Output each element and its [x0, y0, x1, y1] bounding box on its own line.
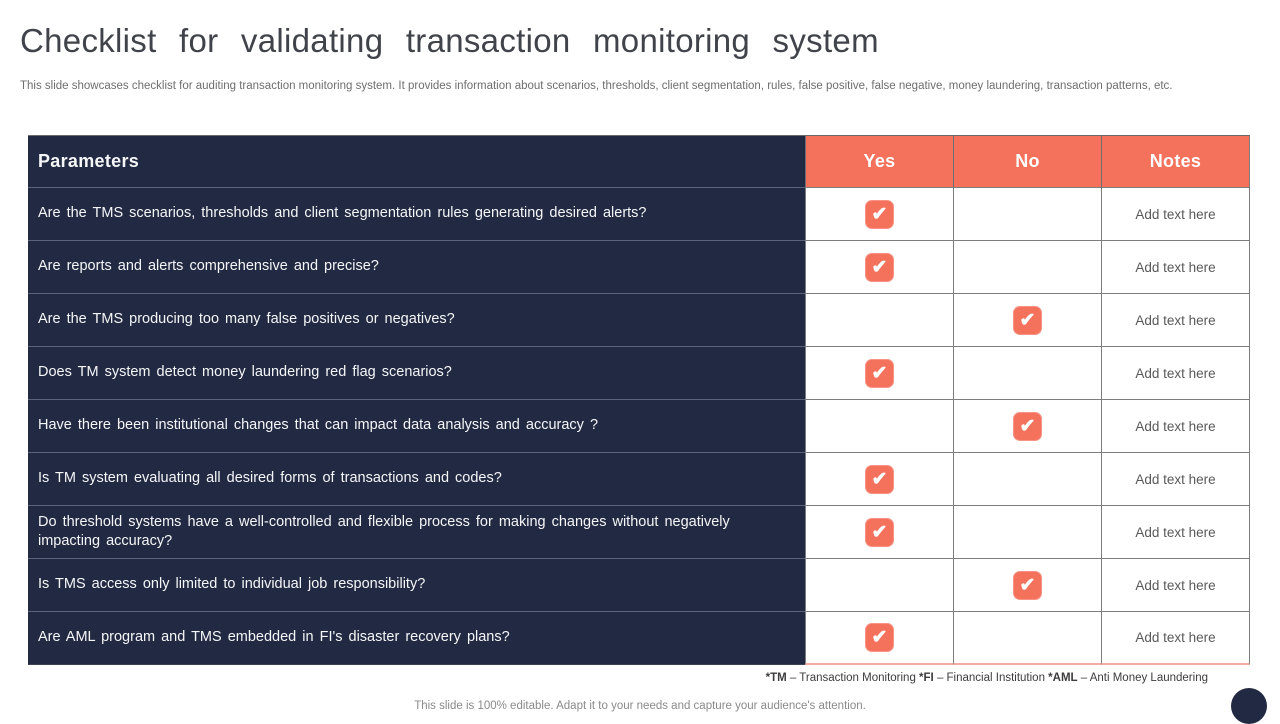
- abbreviation-footnote: *TM – Transaction Monitoring *FI – Finan…: [766, 672, 1208, 684]
- table-row: Is TMS access only limited to individual…: [28, 559, 1250, 612]
- yes-cell: ✔: [805, 241, 953, 294]
- table-row: Have there been institutional changes th…: [28, 400, 1250, 453]
- check-icon[interactable]: ✔: [1013, 570, 1042, 600]
- note-placeholder-cell[interactable]: Add text here: [1101, 400, 1250, 453]
- checklist-table: Parameters Yes No Notes Are the TMS scen…: [28, 135, 1250, 665]
- parameter-cell: Does TM system detect money laundering r…: [28, 347, 805, 400]
- check-icon[interactable]: ✔: [1013, 305, 1042, 335]
- parameter-cell: Have there been institutional changes th…: [28, 400, 805, 453]
- yes-cell: ✔: [805, 559, 953, 612]
- footnote-text-tm: – Transaction Monitoring: [786, 672, 920, 684]
- footnote-abbr-aml: *AML: [1048, 672, 1078, 684]
- check-icon[interactable]: ✔: [865, 464, 894, 494]
- no-cell: ✔: [953, 453, 1101, 506]
- yes-cell: ✔: [805, 612, 953, 665]
- note-placeholder-cell[interactable]: Add text here: [1101, 241, 1250, 294]
- slide-decoration-circle: [1231, 688, 1267, 724]
- parameter-cell: Do threshold systems have a well-control…: [28, 506, 805, 559]
- footnote-abbr-fi: *FI: [919, 672, 934, 684]
- slide-description: This slide showcases checklist for audit…: [20, 80, 1173, 92]
- note-placeholder-cell[interactable]: Add text here: [1101, 294, 1250, 347]
- parameter-cell: Is TM system evaluating all desired form…: [28, 453, 805, 506]
- no-cell: ✔: [953, 559, 1101, 612]
- parameter-cell: Are the TMS producing too many false pos…: [28, 294, 805, 347]
- note-placeholder-cell[interactable]: Add text here: [1101, 506, 1250, 559]
- header-yes: Yes: [805, 136, 953, 188]
- parameter-cell: Is TMS access only limited to individual…: [28, 559, 805, 612]
- check-icon[interactable]: ✔: [865, 358, 894, 388]
- note-placeholder-cell[interactable]: Add text here: [1101, 347, 1250, 400]
- table-row: Are the TMS producing too many false pos…: [28, 294, 1250, 347]
- yes-cell: ✔: [805, 453, 953, 506]
- parameter-cell: Are reports and alerts comprehensive and…: [28, 241, 805, 294]
- header-parameters: Parameters: [28, 136, 805, 188]
- table-row: Are AML program and TMS embedded in FI's…: [28, 612, 1250, 665]
- table-header-row: Parameters Yes No Notes: [28, 136, 1250, 188]
- table-row: Are the TMS scenarios, thresholds and cl…: [28, 188, 1250, 241]
- no-cell: ✔: [953, 506, 1101, 559]
- header-notes: Notes: [1101, 136, 1250, 188]
- footnote-text-aml: – Anti Money Laundering: [1077, 672, 1208, 684]
- note-placeholder-cell[interactable]: Add text here: [1101, 188, 1250, 241]
- parameter-cell: Are AML program and TMS embedded in FI's…: [28, 612, 805, 665]
- no-cell: ✔: [953, 400, 1101, 453]
- yes-cell: ✔: [805, 188, 953, 241]
- page-title: Checklist for validating transaction mon…: [20, 22, 879, 59]
- yes-cell: ✔: [805, 506, 953, 559]
- no-cell: ✔: [953, 188, 1101, 241]
- note-placeholder-cell[interactable]: Add text here: [1101, 453, 1250, 506]
- note-placeholder-cell[interactable]: Add text here: [1101, 612, 1250, 665]
- check-icon[interactable]: ✔: [865, 252, 894, 282]
- yes-cell: ✔: [805, 347, 953, 400]
- parameter-cell: Are the TMS scenarios, thresholds and cl…: [28, 188, 805, 241]
- no-cell: ✔: [953, 347, 1101, 400]
- table-row: Are reports and alerts comprehensive and…: [28, 241, 1250, 294]
- check-icon[interactable]: ✔: [865, 517, 894, 547]
- header-no: No: [953, 136, 1101, 188]
- no-cell: ✔: [953, 612, 1101, 665]
- footnote-abbr-tm: *TM: [765, 672, 787, 684]
- yes-cell: ✔: [805, 294, 953, 347]
- note-placeholder-cell[interactable]: Add text here: [1101, 559, 1250, 612]
- footnote-text-fi: – Financial Institution: [933, 672, 1049, 684]
- no-cell: ✔: [953, 294, 1101, 347]
- table-row: Do threshold systems have a well-control…: [28, 506, 1250, 559]
- table-row: Is TM system evaluating all desired form…: [28, 453, 1250, 506]
- no-cell: ✔: [953, 241, 1101, 294]
- check-icon[interactable]: ✔: [1013, 411, 1042, 441]
- editable-slide-note: This slide is 100% editable. Adapt it to…: [414, 700, 866, 712]
- yes-cell: ✔: [805, 400, 953, 453]
- table-row: Does TM system detect money laundering r…: [28, 347, 1250, 400]
- check-icon[interactable]: ✔: [865, 199, 894, 229]
- check-icon[interactable]: ✔: [865, 623, 894, 652]
